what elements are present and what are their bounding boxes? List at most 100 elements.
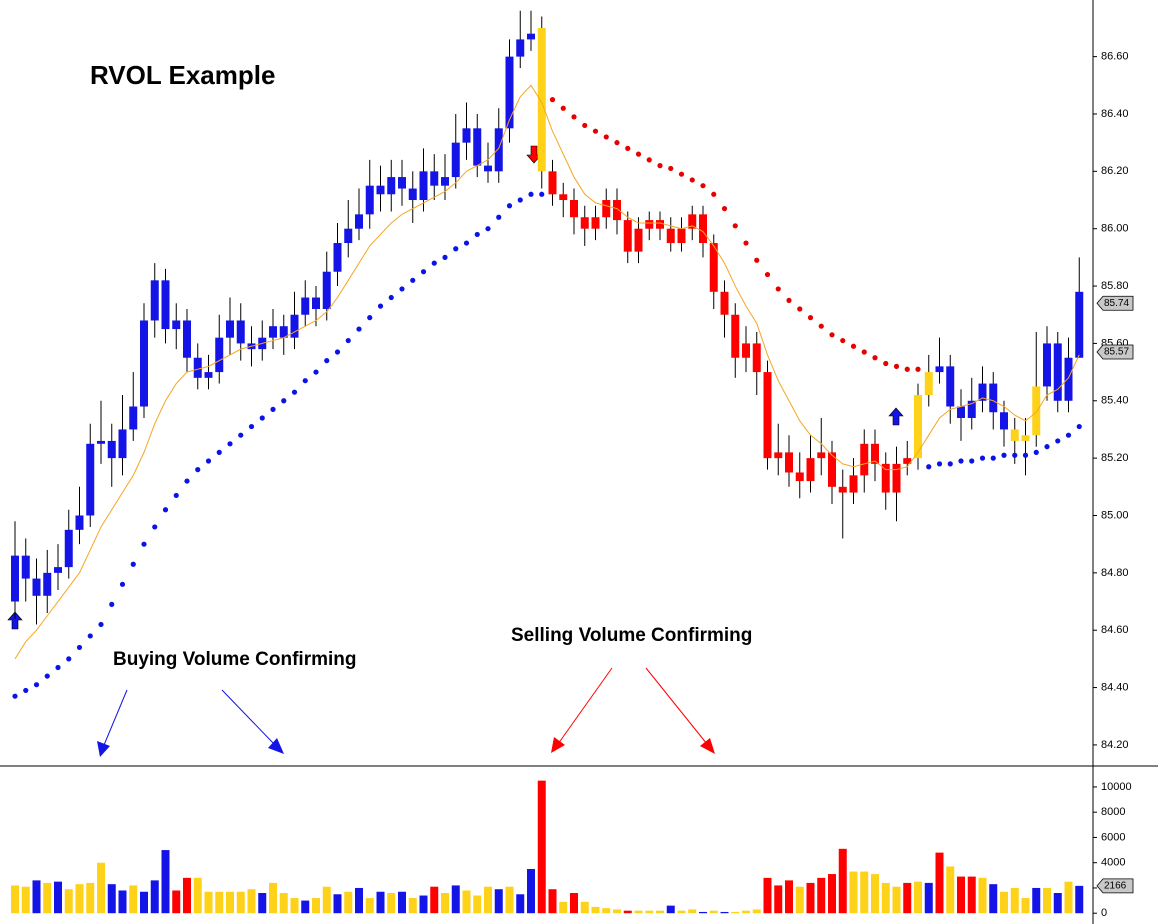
candle-body xyxy=(892,463,901,493)
stop-dot xyxy=(646,157,652,163)
volume-bar xyxy=(935,852,944,914)
volume-bar xyxy=(398,891,406,914)
volume-bar xyxy=(1053,893,1062,914)
volume-bar xyxy=(118,890,127,914)
candle-body xyxy=(355,214,363,229)
candle-body xyxy=(484,165,492,172)
volume-bar xyxy=(527,869,535,914)
candle-body xyxy=(505,56,514,129)
volume-bar xyxy=(75,884,84,914)
stop-dot xyxy=(227,441,233,447)
stop-dot xyxy=(420,269,427,275)
candle-body xyxy=(967,400,976,418)
stop-dot xyxy=(560,105,566,111)
annotation: Buying Volume Confirming xyxy=(113,649,356,670)
volume-bar xyxy=(279,893,288,914)
candle-body xyxy=(774,452,783,459)
candle-body xyxy=(365,185,374,215)
volume-bar xyxy=(494,889,503,914)
stop-dot xyxy=(732,223,738,229)
stop-dot xyxy=(754,257,760,263)
candle-body xyxy=(871,443,879,464)
stop-dot xyxy=(162,507,169,513)
candle-body xyxy=(43,572,52,596)
volume-bar xyxy=(97,862,105,914)
candle-body xyxy=(537,27,546,172)
volume-bar xyxy=(140,891,148,914)
volume-bar xyxy=(1075,885,1084,914)
y-tick-label: 86.00 xyxy=(1101,223,1129,235)
candle-body xyxy=(806,458,815,482)
candle-body xyxy=(419,171,428,201)
stop-dot xyxy=(463,240,470,246)
stop-dot xyxy=(1012,452,1018,458)
volume-bar xyxy=(785,880,793,914)
volume-bar xyxy=(484,886,492,914)
candle-body xyxy=(742,343,750,358)
candle-body xyxy=(183,320,191,358)
price-marker xyxy=(1096,878,1134,894)
volume-bar xyxy=(258,893,267,914)
candle-body xyxy=(1064,357,1073,401)
stop-dot xyxy=(678,171,685,177)
stop-dot xyxy=(44,673,50,679)
stop-dot xyxy=(721,206,728,212)
candle-body xyxy=(795,472,804,482)
stop-dot xyxy=(807,315,814,321)
volume-bar xyxy=(226,891,234,914)
volume-bar xyxy=(795,886,804,914)
volume-bar xyxy=(150,880,159,914)
moving-average xyxy=(14,84,1080,660)
candle-body xyxy=(903,458,912,464)
volume-bar xyxy=(946,866,955,914)
stop-dot xyxy=(1076,423,1082,430)
volume-bar xyxy=(838,848,847,914)
stop-dot xyxy=(248,423,255,430)
stop-dot xyxy=(893,363,900,369)
stop-dot xyxy=(958,458,964,464)
volume-bar xyxy=(107,884,116,914)
candle-body xyxy=(677,228,686,244)
volume-bar xyxy=(129,885,138,914)
stop-dot xyxy=(829,332,835,338)
volume-bar xyxy=(387,893,396,914)
stop-dot xyxy=(55,664,61,671)
stop-dot xyxy=(334,349,341,355)
candle-body xyxy=(527,33,535,40)
volume-bar xyxy=(967,876,976,914)
volume-bar xyxy=(86,882,95,914)
stop-dot xyxy=(614,140,620,146)
stop-dot xyxy=(205,458,212,464)
candle-body xyxy=(387,177,396,195)
volume-bar xyxy=(774,885,783,914)
candle-body xyxy=(709,243,718,292)
candle-body xyxy=(688,214,697,229)
candle-body xyxy=(107,440,116,459)
stop-dot xyxy=(119,581,126,587)
volume-bar xyxy=(817,877,826,914)
candle-body xyxy=(914,395,922,459)
volume-bar xyxy=(333,894,342,914)
y-tick-label: 85.40 xyxy=(1101,395,1129,407)
stop-dot xyxy=(173,492,179,499)
volume-bar xyxy=(849,871,858,914)
volume-bar xyxy=(688,909,697,914)
price-marker xyxy=(1096,295,1134,311)
stop-dot xyxy=(700,183,706,189)
candle-body xyxy=(957,406,965,418)
candle-body xyxy=(1075,291,1084,358)
volume-bar xyxy=(269,882,277,914)
volume-bar xyxy=(172,890,181,914)
volume-bar xyxy=(247,889,256,914)
volume-bar xyxy=(978,877,987,914)
candle-body xyxy=(150,280,159,321)
stop-dot xyxy=(1033,449,1039,455)
candle-body xyxy=(731,314,740,358)
candle-body xyxy=(322,271,331,309)
stop-dot xyxy=(528,191,534,197)
stop-dot xyxy=(1001,452,1007,458)
candle-body xyxy=(11,555,19,602)
volume-bar xyxy=(204,891,213,914)
volume-bar xyxy=(871,874,879,914)
stop-dot xyxy=(990,455,996,461)
